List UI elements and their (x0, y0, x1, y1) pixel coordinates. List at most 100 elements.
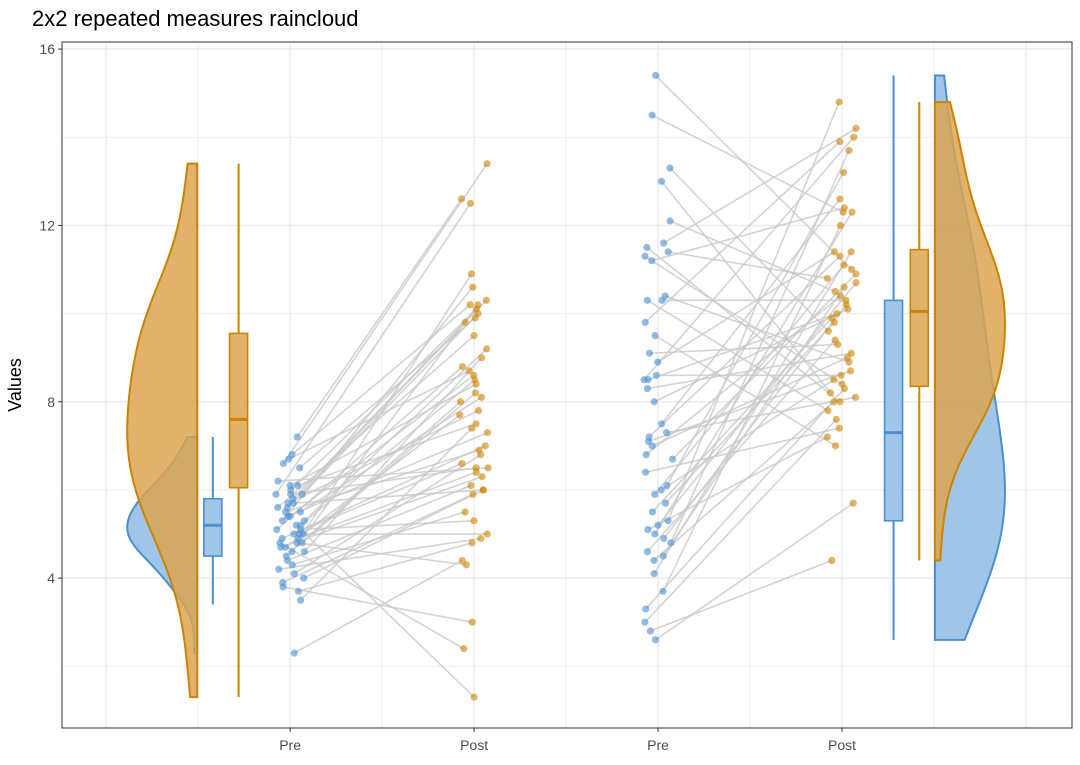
post-point (483, 160, 491, 168)
pre-point (293, 433, 301, 441)
post-point (462, 561, 471, 569)
pair-line (654, 334, 836, 447)
post-point (482, 296, 490, 304)
pair-line (303, 357, 483, 553)
post-point (847, 248, 855, 256)
pair-line (651, 114, 844, 213)
post-point (477, 451, 485, 459)
pre-point (660, 534, 668, 543)
post-boxplot (228, 163, 249, 698)
pre-point (642, 451, 650, 459)
post-point (470, 693, 478, 701)
post-point (840, 261, 848, 269)
pre-point (296, 596, 305, 604)
pre-point (288, 561, 296, 569)
pair-line (300, 519, 475, 531)
post-point (840, 283, 848, 291)
post-point (468, 539, 476, 547)
pre-point (643, 548, 652, 556)
pre-point (285, 455, 293, 463)
pair-line (282, 163, 488, 464)
pair-line (290, 308, 477, 491)
post-point (830, 248, 839, 256)
post-point (456, 398, 465, 406)
pre-point (666, 164, 674, 172)
pre-point (641, 252, 649, 260)
pair-line (654, 211, 853, 535)
post-boxplot (909, 101, 930, 561)
pair-lines (275, 74, 857, 698)
pre-point (661, 499, 670, 507)
pre-point (650, 556, 658, 565)
post-point (477, 354, 486, 362)
pair-line (299, 396, 482, 513)
pre-point (650, 398, 658, 406)
pair-line (646, 299, 829, 412)
y-tick-label: 12 (39, 217, 55, 233)
pre-point (640, 376, 648, 384)
pre-point (654, 521, 662, 529)
pre-point (657, 177, 666, 185)
post-point (484, 464, 492, 472)
pre-point (289, 499, 297, 507)
pre-point (274, 503, 282, 512)
post-point (456, 411, 464, 419)
post-point (840, 384, 849, 393)
post-point (472, 468, 480, 476)
pre-point (650, 570, 658, 578)
post-point (465, 367, 473, 375)
post-point (831, 442, 840, 450)
pre-point (657, 486, 665, 494)
pre-point (278, 517, 287, 525)
pre-point (667, 539, 675, 547)
grid (62, 42, 1072, 728)
post-point (833, 309, 841, 318)
pre-point (279, 459, 288, 468)
pair-line (296, 198, 463, 438)
pre-point (652, 371, 660, 379)
pair-line (297, 542, 467, 566)
post-point (477, 393, 485, 401)
post-point (830, 376, 838, 384)
pre-point (645, 349, 654, 357)
pair-line (644, 418, 837, 623)
pair-line (657, 282, 857, 526)
y-tick-label: 8 (47, 394, 55, 410)
post-point (832, 415, 840, 423)
post-point (824, 327, 832, 335)
post-point (483, 429, 492, 437)
pair-line (293, 559, 463, 654)
post-point (845, 146, 853, 155)
post-point (836, 292, 845, 300)
post-point (843, 354, 851, 362)
pre-point (293, 481, 302, 490)
pre-point (642, 605, 650, 613)
post-point (836, 398, 844, 406)
post-point (826, 389, 835, 397)
post-point (458, 362, 466, 371)
post-violin (126, 162, 199, 699)
box (203, 497, 223, 557)
pair-line (651, 356, 848, 447)
x-tick-label: Pre (647, 737, 669, 753)
post-point (457, 195, 466, 203)
box (883, 299, 904, 522)
pair-line (291, 304, 471, 456)
post-point (836, 138, 844, 146)
pre-point (664, 248, 672, 256)
pair-line (285, 401, 461, 557)
pair-line (666, 172, 845, 486)
post-point (460, 645, 468, 653)
post-point (461, 508, 469, 516)
post-point (474, 406, 483, 415)
pre-point (273, 526, 281, 534)
post-point (466, 199, 475, 207)
post-point (469, 490, 477, 498)
half-violins (126, 74, 1006, 699)
pre-point (643, 296, 651, 304)
pre-point (272, 490, 280, 498)
x-axis: Pre Post Pre Post (279, 728, 856, 753)
post-point (828, 556, 836, 565)
pair-line (287, 409, 479, 504)
post-point (831, 287, 839, 296)
